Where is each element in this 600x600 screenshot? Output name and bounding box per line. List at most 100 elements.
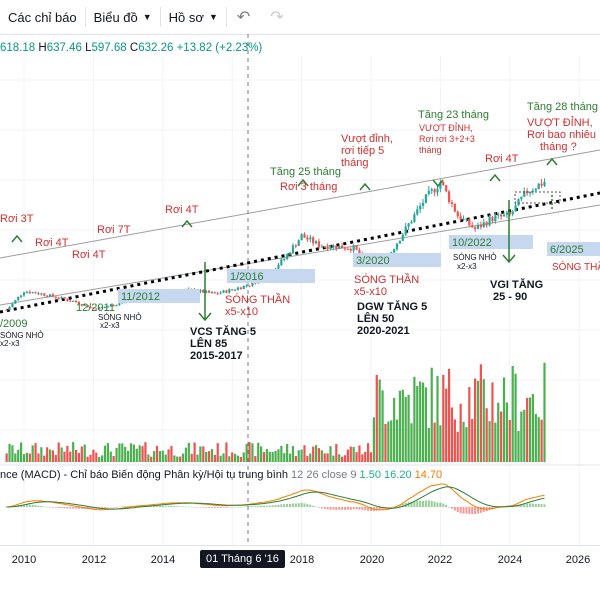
candle-body <box>491 217 494 222</box>
chevron-down-icon: ▼ <box>208 12 218 22</box>
macd-histogram-bar <box>205 507 208 508</box>
candle-body <box>28 291 31 294</box>
candle-body <box>239 287 242 289</box>
volume-bar <box>161 450 164 462</box>
volume-bar <box>352 447 355 462</box>
profile-dropdown[interactable]: Hồ sơ ▼ <box>161 0 226 34</box>
annotation-12-2011: 12/2011 <box>76 302 115 314</box>
candle-body <box>283 258 286 260</box>
candle-body <box>502 214 506 217</box>
candle-body <box>233 289 237 291</box>
volume-bar <box>413 376 416 462</box>
volume-bar <box>144 442 147 462</box>
volume-bar <box>262 452 266 462</box>
volume-bar <box>135 448 138 462</box>
volume-bar <box>291 446 295 462</box>
indicators-button[interactable]: Các chỉ báo <box>0 0 85 34</box>
macd-histogram-bar <box>187 506 190 508</box>
macd-histogram-bar <box>294 503 297 507</box>
label-box-3-2020 <box>353 253 441 267</box>
volume-bar <box>216 443 219 462</box>
macd-histogram-bar <box>23 504 25 507</box>
macd-histogram-bar <box>343 507 346 510</box>
volume-bar <box>187 442 190 462</box>
candle-body <box>468 218 471 226</box>
volume-bar <box>158 451 162 462</box>
candle-body <box>314 241 318 244</box>
candle-body <box>57 297 60 299</box>
macd-histogram-bar <box>306 504 309 507</box>
candle-body <box>511 211 514 215</box>
time-axis[interactable]: 2010 2012 2014 2018 2020 2022 2024 2026 … <box>0 545 600 576</box>
macd-histogram-bar <box>216 507 219 508</box>
arrow-down-2 <box>502 200 516 264</box>
annotation-x2-2022: x2-x3 <box>457 262 477 271</box>
volume-bar <box>28 453 31 462</box>
candle-body <box>485 222 488 226</box>
volume-bar <box>181 453 185 462</box>
chart-type-dropdown[interactable]: Biểu đồ ▼ <box>86 0 160 34</box>
candle-body <box>109 305 112 307</box>
annotation-roi-4t-b: Rơi 4T <box>72 249 106 261</box>
candle-body <box>309 237 312 240</box>
candle-body <box>500 214 503 217</box>
annotation-3-2020: 3/2020 <box>356 255 390 267</box>
toolbar-divider <box>225 7 227 27</box>
macd-histogram-bar <box>92 507 95 509</box>
volume-bar <box>14 453 17 462</box>
volume-bar <box>540 419 543 462</box>
close-label: C <box>129 42 139 54</box>
annotation-x2-2011: x2-x3 <box>100 321 120 330</box>
macd-histogram-bar <box>161 505 164 507</box>
volume-bar <box>381 390 384 462</box>
candle-body <box>343 248 347 250</box>
candle-body <box>358 249 361 255</box>
candle-body <box>22 292 26 296</box>
volume-bar <box>155 445 159 462</box>
candle-body <box>17 296 20 301</box>
macd-histogram-bar <box>540 504 543 507</box>
price-chart[interactable]: Rơi 3T Rơi 4T Rơi 4T Rơi 7T Rơi 4T /2009… <box>0 0 600 545</box>
macd-histogram-bar <box>476 507 479 514</box>
volume-bar <box>517 430 520 462</box>
macd-histogram-bar <box>103 507 106 508</box>
volume-bar <box>257 442 260 462</box>
macd-histogram-bar <box>335 507 338 510</box>
volume-series <box>5 362 546 462</box>
volume-bar <box>479 364 482 462</box>
candle-body <box>332 245 335 248</box>
label-box-10-2022 <box>449 235 533 249</box>
candle-body <box>286 254 289 259</box>
volume-bar <box>31 445 34 462</box>
annotation-1-2016: 1/2016 <box>230 271 264 283</box>
macd-histogram-bar <box>124 506 127 507</box>
macd-histogram-bar <box>28 504 31 507</box>
candle-body <box>326 246 329 249</box>
volume-bar <box>121 443 124 462</box>
candle-body <box>393 249 396 253</box>
volume-bar <box>124 446 127 462</box>
volume-bar <box>424 387 428 462</box>
macd-histogram-bar <box>349 507 352 510</box>
candle-body <box>436 188 439 193</box>
volume-bar <box>531 393 535 462</box>
candle-body <box>228 289 231 293</box>
redo-icon[interactable]: ↷ <box>270 9 284 26</box>
volume-bar <box>384 423 387 462</box>
volume-bar <box>401 389 404 462</box>
macd-histogram-bar <box>72 507 75 509</box>
annotation-tang-23: Tăng 23 tháng <box>418 109 489 121</box>
volume-bar <box>190 453 193 462</box>
candle-body <box>248 285 251 287</box>
candle-body <box>225 290 228 293</box>
candle-body <box>335 245 338 249</box>
volume-bar <box>233 453 237 462</box>
macd-histogram-bar <box>280 504 283 507</box>
macd-histogram-bar <box>283 504 286 507</box>
candle-body <box>202 290 205 293</box>
volume-bar <box>445 388 448 462</box>
candle-body <box>407 223 410 227</box>
undo-icon[interactable]: ↶ <box>236 9 251 26</box>
volume-bar <box>129 443 133 462</box>
volume-bar <box>500 411 503 462</box>
